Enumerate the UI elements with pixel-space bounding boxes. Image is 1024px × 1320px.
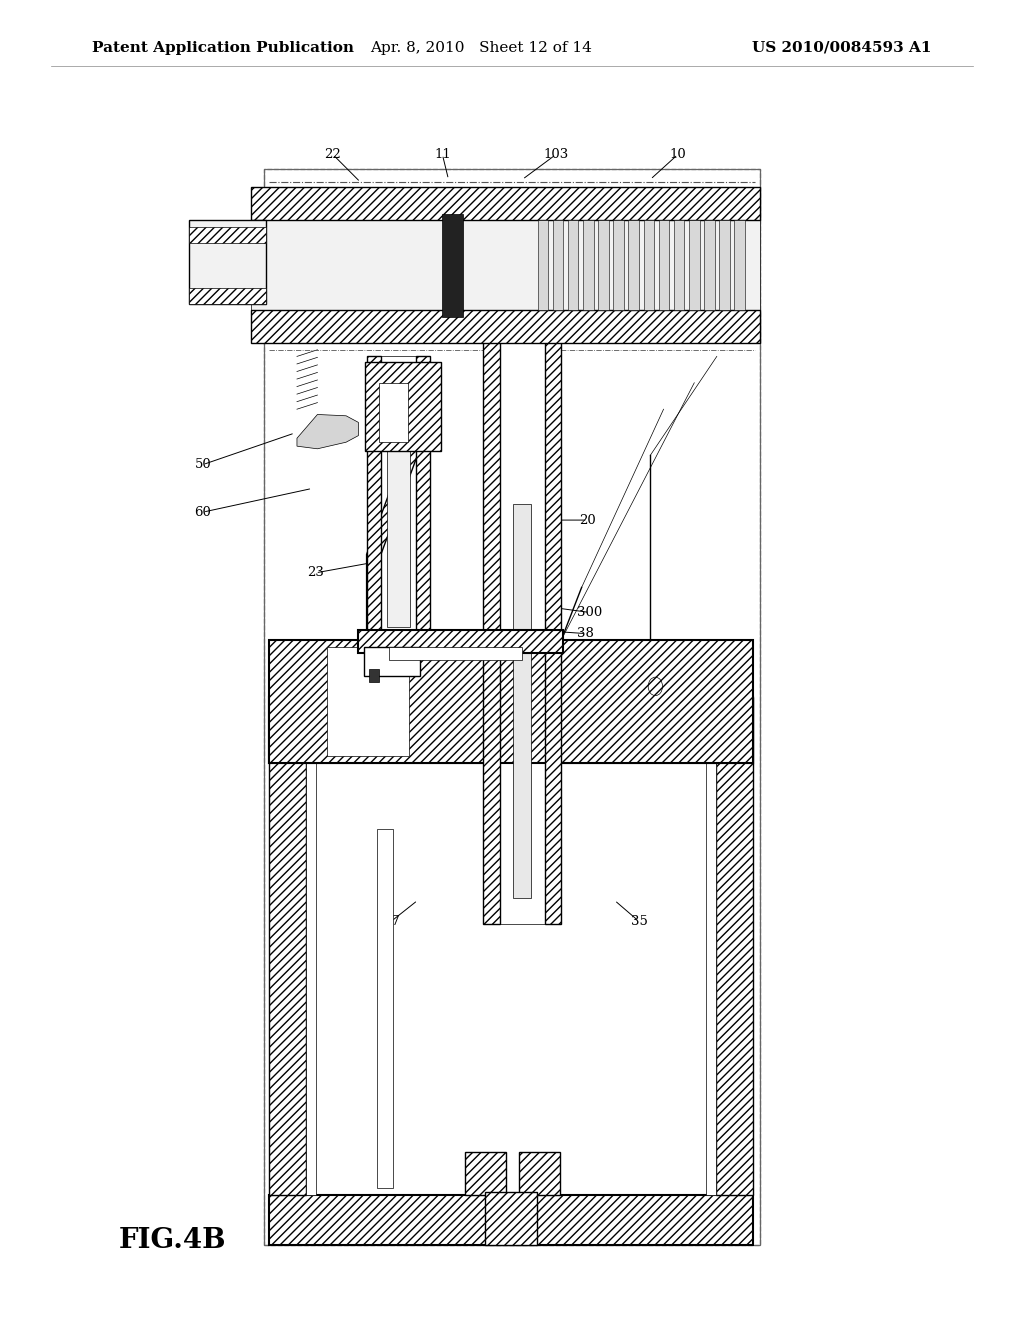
Bar bbox=[269, 640, 753, 763]
Bar bbox=[644, 220, 654, 310]
Bar bbox=[264, 169, 760, 1245]
Bar bbox=[381, 356, 416, 640]
Bar bbox=[306, 763, 716, 1195]
Text: 11: 11 bbox=[434, 148, 451, 161]
Bar bbox=[365, 362, 441, 451]
Bar bbox=[269, 697, 753, 763]
Bar bbox=[500, 333, 545, 924]
Text: 37: 37 bbox=[383, 915, 399, 928]
Bar bbox=[387, 409, 410, 627]
Polygon shape bbox=[367, 449, 420, 640]
Text: 361: 361 bbox=[272, 661, 297, 675]
Bar bbox=[629, 220, 639, 310]
Bar bbox=[269, 1195, 753, 1245]
Text: 300: 300 bbox=[578, 606, 602, 619]
Bar bbox=[553, 220, 563, 310]
Bar bbox=[583, 220, 594, 310]
Text: 23: 23 bbox=[307, 566, 324, 579]
Text: 10: 10 bbox=[670, 148, 686, 161]
Polygon shape bbox=[650, 640, 753, 739]
Bar bbox=[442, 214, 463, 317]
Bar bbox=[189, 288, 266, 304]
Bar bbox=[189, 227, 266, 243]
Bar bbox=[364, 647, 420, 676]
Text: 39: 39 bbox=[672, 738, 688, 751]
Bar bbox=[598, 220, 608, 310]
Bar bbox=[719, 220, 730, 310]
Bar bbox=[416, 356, 430, 640]
Bar bbox=[465, 1152, 506, 1195]
Text: 50: 50 bbox=[195, 458, 211, 471]
Bar bbox=[545, 333, 561, 924]
Bar bbox=[367, 356, 381, 640]
Bar bbox=[513, 504, 531, 898]
Bar bbox=[689, 220, 699, 310]
Bar bbox=[658, 220, 670, 310]
Bar bbox=[568, 220, 579, 310]
Bar bbox=[485, 1192, 537, 1245]
Text: 103: 103 bbox=[544, 148, 568, 161]
Bar bbox=[306, 763, 316, 1195]
Text: Apr. 8, 2010   Sheet 12 of 14: Apr. 8, 2010 Sheet 12 of 14 bbox=[371, 41, 592, 54]
Text: 38: 38 bbox=[578, 627, 594, 640]
Bar bbox=[716, 697, 753, 1195]
Bar bbox=[483, 333, 500, 924]
Text: 22: 22 bbox=[325, 148, 341, 161]
Bar bbox=[519, 1152, 560, 1195]
Text: 31: 31 bbox=[558, 664, 574, 677]
Text: 60: 60 bbox=[195, 506, 211, 519]
Bar bbox=[734, 220, 745, 310]
Bar bbox=[369, 669, 379, 682]
Bar bbox=[389, 647, 522, 660]
Bar bbox=[674, 220, 684, 310]
Bar bbox=[269, 697, 306, 1195]
Bar bbox=[251, 220, 760, 310]
Bar bbox=[377, 829, 393, 1188]
Bar bbox=[705, 220, 715, 310]
Bar bbox=[251, 310, 760, 343]
Text: US 2010/0084593 A1: US 2010/0084593 A1 bbox=[753, 41, 932, 54]
Bar bbox=[538, 220, 548, 310]
Bar bbox=[327, 647, 409, 756]
Text: 20: 20 bbox=[580, 513, 596, 527]
Text: 36: 36 bbox=[307, 643, 324, 656]
Bar bbox=[379, 383, 408, 442]
Polygon shape bbox=[297, 414, 358, 449]
Text: 30: 30 bbox=[682, 661, 698, 675]
Text: FIG.4B: FIG.4B bbox=[119, 1228, 225, 1254]
Bar bbox=[613, 220, 624, 310]
Bar bbox=[358, 630, 563, 653]
Text: Patent Application Publication: Patent Application Publication bbox=[92, 41, 354, 54]
Bar bbox=[189, 220, 266, 304]
Text: 35: 35 bbox=[631, 915, 647, 928]
Text: 32: 32 bbox=[578, 645, 594, 659]
Bar bbox=[706, 763, 716, 1195]
Bar bbox=[251, 187, 760, 220]
Bar bbox=[264, 169, 760, 1245]
